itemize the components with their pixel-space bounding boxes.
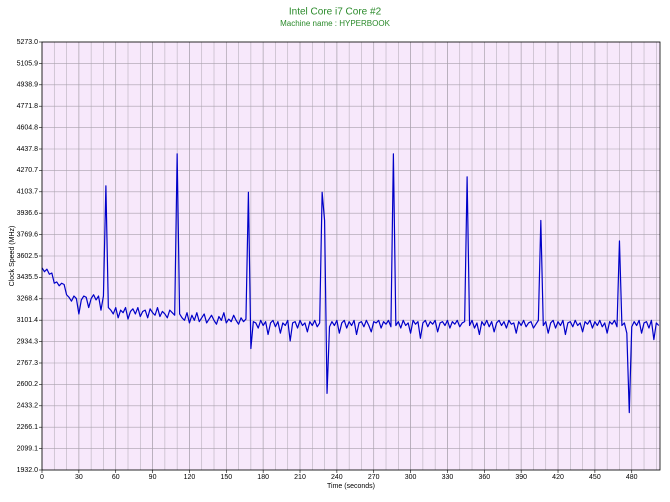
x-tick-label: 120 xyxy=(184,474,196,481)
x-tick-label: 30 xyxy=(75,474,83,481)
y-tick-label: 2099.1 xyxy=(17,445,39,452)
y-tick-label: 4437.8 xyxy=(17,146,39,153)
x-tick-label: 60 xyxy=(112,474,120,481)
x-tick-label: 300 xyxy=(405,474,417,481)
plot-border xyxy=(41,41,661,471)
chart-title: Intel Core i7 Core #2 xyxy=(289,7,382,18)
y-tick-label: 4270.7 xyxy=(17,167,39,174)
y-tick-label: 3435.5 xyxy=(17,274,39,281)
y-tick-label: 4771.8 xyxy=(17,103,39,110)
x-tick-label: 210 xyxy=(294,474,306,481)
y-tick-label: 2433.2 xyxy=(17,403,39,410)
x-axis-label: Time (seconds) xyxy=(327,483,375,490)
y-tick-label: 4938.9 xyxy=(17,82,39,89)
x-tick-label: 360 xyxy=(478,474,490,481)
x-tick-label: 180 xyxy=(257,474,269,481)
y-tick-label: 3936.6 xyxy=(17,210,39,217)
y-tick-label: 5273.0 xyxy=(17,39,39,46)
y-tick-label: 2767.3 xyxy=(17,360,39,367)
y-tick-label: 3769.6 xyxy=(17,231,39,238)
y-tick-label: 3602.5 xyxy=(17,253,39,260)
y-tick-label: 3101.4 xyxy=(17,317,39,324)
x-tick-label: 270 xyxy=(368,474,380,481)
x-tick-label: 150 xyxy=(220,474,232,481)
y-tick-label: 2934.3 xyxy=(17,338,39,345)
y-tick-label: 3268.4 xyxy=(17,296,39,303)
x-tick-label: 330 xyxy=(442,474,454,481)
x-tick-label: 90 xyxy=(149,474,157,481)
x-tick-label: 0 xyxy=(40,474,44,481)
x-tick-label: 420 xyxy=(552,474,564,481)
y-tick-label: 1932.0 xyxy=(17,467,39,474)
x-tick-label: 390 xyxy=(515,474,527,481)
y-tick-label: 2600.2 xyxy=(17,381,39,388)
x-tick-label: 240 xyxy=(331,474,343,481)
x-tick-label: 450 xyxy=(589,474,601,481)
chart-subtitle: Machine name : HYPERBOOK xyxy=(280,19,390,28)
y-tick-label: 4604.8 xyxy=(17,124,39,131)
clock-line xyxy=(41,153,660,414)
y-tick-label: 5105.9 xyxy=(17,60,39,67)
y-tick-label: 4103.7 xyxy=(17,189,39,196)
y-tick-label: 2266.1 xyxy=(17,424,39,431)
x-tick-label: 480 xyxy=(626,474,638,481)
y-axis-label: Clock Speed (MHz) xyxy=(9,226,16,287)
